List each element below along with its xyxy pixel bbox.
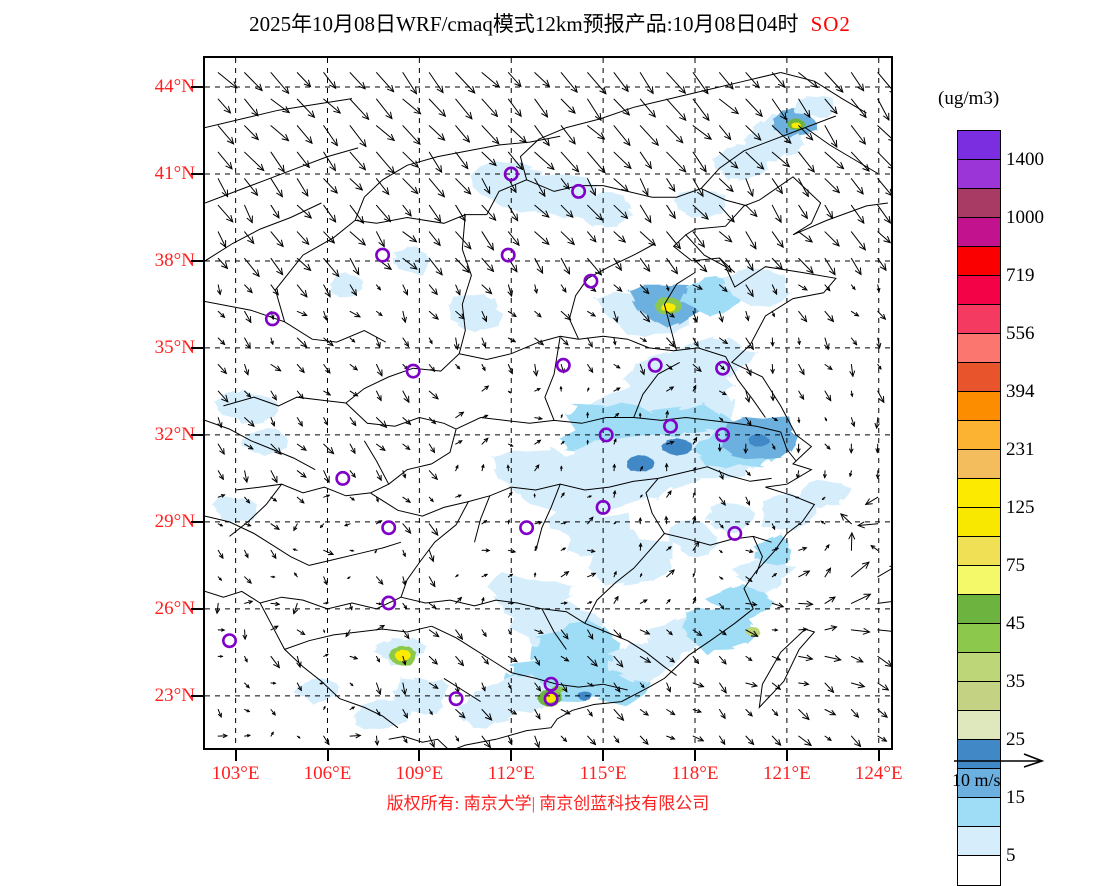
colorbar-cell [958,189,1000,218]
colorbar-cell [958,595,1000,624]
lat-tick-label: 44°N [155,76,195,98]
colorbar-cell [958,653,1000,682]
forecast-map-page: 2025年10月08日WRF/cmaq模式12km预报产品:10月08日04时 S… [0,0,1100,850]
colorbar-tick-label: 719 [1006,265,1035,287]
lon-tick-label: 124°E [855,763,903,785]
lon-tick-mark [786,750,788,761]
colorbar-cell [958,247,1000,276]
map-plot-area[interactable] [203,56,893,750]
lon-tick-mark [878,750,880,761]
lat-tick-mark [191,347,203,349]
colorbar-tick-label: 556 [1006,323,1035,345]
colorbar-tick-label: 1000 [1006,207,1044,229]
wind-arrow-head [348,577,349,578]
colorbar-cell [958,856,1000,885]
colorbar-tick-label: 5 [1006,845,1016,867]
title-main-text: 2025年10月08日WRF/cmaq模式12km预报产品:10月08日04时 [249,12,799,36]
lon-tick-mark [510,750,512,761]
latitude-axis: 44°N 41°N 38°N 35°N 32°N 29°N 26°N 23°N [133,0,195,850]
wind-scale-legend: 10 m/s [952,752,1092,800]
lat-tick-label: 35°N [155,337,195,359]
wind-arrow-head [324,631,325,632]
longitude-axis: 103°E 106°E 109°E 112°E 115°E 118°E 121°E 124°E [0,763,1100,789]
colorbar-cell [958,421,1000,450]
colorbar-cell [958,392,1000,421]
lat-tick-label: 26°N [155,598,195,620]
lon-tick-label: 118°E [672,763,719,785]
colorbar-cell [958,276,1000,305]
colorbar-cell [958,711,1000,740]
wind-arrow-head [747,524,748,525]
colorbar-cell [958,566,1000,595]
wind-arrow-head [800,524,801,525]
colorbar-units-label: (ug/m3) [938,88,999,110]
lon-tick-label: 106°E [304,763,352,785]
colorbar-cell [958,305,1000,334]
lat-tick-label: 32°N [155,424,195,446]
lon-tick-label: 112°E [488,763,535,785]
colorbar-cell [958,334,1000,363]
lon-tick-label: 103°E [212,763,260,785]
colorbar-cell [958,537,1000,566]
colorbar-cell [958,479,1000,508]
colorbar-cell [958,131,1000,160]
lat-tick-mark [191,173,203,175]
title-species-label: SO2 [811,12,851,36]
colorbar-tick-label: 75 [1006,555,1025,577]
lat-tick-label: 29°N [155,511,195,533]
colorbar-tick-label: 35 [1006,671,1025,693]
lon-tick-label: 115°E [580,763,627,785]
colorbar-cell [958,508,1000,537]
wind-arrow-shaft [851,533,852,550]
lon-tick-mark [418,750,420,761]
colorbar-tick-label: 125 [1006,497,1035,519]
lat-tick-mark [191,521,203,523]
colorbar-tick-label: 45 [1006,613,1025,635]
lat-tick-label: 41°N [155,163,195,185]
wind-arrow-head [615,523,616,524]
wind-arrow-head [796,497,797,498]
lon-tick-mark [602,750,604,761]
colorbar-cell [958,798,1000,827]
wind-arrow-head [375,551,376,552]
wind-arrow-head [561,415,562,416]
lon-tick-label: 109°E [396,763,444,785]
lon-tick-mark [327,750,329,761]
colorbar-tick-label: 1400 [1006,149,1044,171]
lat-tick-label: 38°N [155,250,195,272]
lat-tick-mark [191,260,203,262]
lat-tick-mark [191,434,203,436]
colorbar-tick-label: 394 [1006,381,1035,403]
colorbar-cell [958,218,1000,247]
colorbar-tick-label: 231 [1006,439,1035,461]
colorbar-cell [958,160,1000,189]
colorbar-cell [958,450,1000,479]
colorbar-cell [958,827,1000,856]
lon-tick-label: 121°E [763,763,811,785]
map-canvas [205,58,891,748]
copyright-text: 版权所有: 南京大学| 南京创蓝科技有限公司 [203,789,893,814]
colorbar-tick-label: 25 [1006,729,1025,751]
lat-tick-mark [191,608,203,610]
wind-arrow-icon [952,752,1052,770]
wind-arrow-head [509,392,510,393]
colorbar-cell [958,682,1000,711]
lat-tick-mark [191,86,203,88]
colorbar-cell [958,363,1000,392]
wind-arrow-head [534,494,535,495]
lat-tick-mark [191,695,203,697]
lon-tick-mark [235,750,237,761]
lon-tick-mark [694,750,696,761]
lat-tick-label: 23°N [155,685,195,707]
colorbar-cell [958,624,1000,653]
wind-scale-label: 10 m/s [952,770,1001,791]
